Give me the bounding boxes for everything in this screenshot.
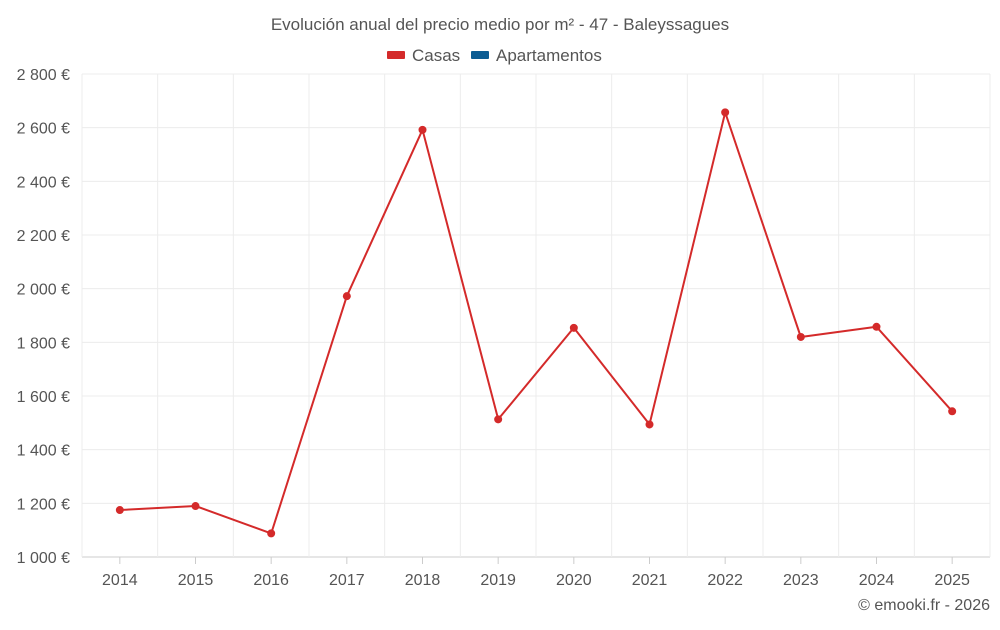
data-point-casas — [948, 407, 957, 416]
y-tick-label: 1 000 € — [17, 550, 70, 567]
x-tick-label: 2024 — [859, 572, 895, 589]
legend-label-casas: Casas — [412, 46, 460, 65]
y-tick-label: 2 800 € — [17, 67, 70, 84]
y-tick-label: 1 600 € — [17, 389, 70, 406]
data-point-casas — [191, 502, 200, 511]
series-line-casas — [119, 111, 953, 535]
data-point-casas — [872, 322, 881, 331]
y-axis: 1 000 € 1 200 € 1 400 € 1 600 € 1 800 € 2 000… — [17, 67, 70, 567]
x-tick-label: 2023 — [783, 572, 819, 589]
y-tick-label: 1 400 € — [17, 443, 70, 460]
series-layer — [115, 108, 957, 538]
data-point-casas — [721, 108, 730, 117]
x-tick-label: 2018 — [405, 572, 441, 589]
x-tick-label: 2019 — [480, 572, 516, 589]
data-point-casas — [342, 292, 351, 301]
y-tick-label: 2 200 € — [17, 228, 70, 245]
chart-title: Evolución anual del precio medio por m² … — [271, 15, 729, 34]
y-tick-label: 1 800 € — [17, 335, 70, 352]
data-point-casas — [418, 125, 427, 134]
data-point-casas — [494, 415, 503, 424]
x-tick-label: 2021 — [632, 572, 668, 589]
legend-label-apartamentos: Apartamentos — [496, 46, 602, 65]
legend: Casas Apartamentos — [387, 46, 602, 65]
credit-text: © emooki.fr - 2026 — [858, 597, 990, 614]
data-point-casas — [267, 529, 276, 538]
data-point-casas — [569, 323, 578, 332]
legend-item-apartamentos[interactable]: Apartamentos — [471, 46, 602, 65]
x-tick-label: 2025 — [934, 572, 970, 589]
y-tick-label: 1 200 € — [17, 496, 70, 513]
legend-item-casas[interactable]: Casas — [387, 46, 460, 65]
x-tick-label: 2022 — [707, 572, 743, 589]
x-tick-label: 2015 — [178, 572, 214, 589]
x-tick-label: 2020 — [556, 572, 592, 589]
x-tick-label: 2014 — [102, 572, 138, 589]
grid — [81, 73, 991, 558]
x-tick-label: 2016 — [253, 572, 289, 589]
y-tick-label: 2 400 € — [17, 174, 70, 191]
y-tick-label: 2 600 € — [17, 121, 70, 138]
legend-swatch-apartamentos — [471, 51, 489, 59]
y-tick-label: 2 000 € — [17, 282, 70, 299]
data-point-casas — [645, 420, 654, 429]
data-point-casas — [115, 506, 124, 515]
data-point-casas — [796, 332, 805, 341]
x-tick-label: 2017 — [329, 572, 365, 589]
x-axis: 2014 2015 2016 2017 2018 2019 2020 2021 2022 2023… — [102, 557, 970, 589]
legend-swatch-casas — [387, 51, 405, 59]
